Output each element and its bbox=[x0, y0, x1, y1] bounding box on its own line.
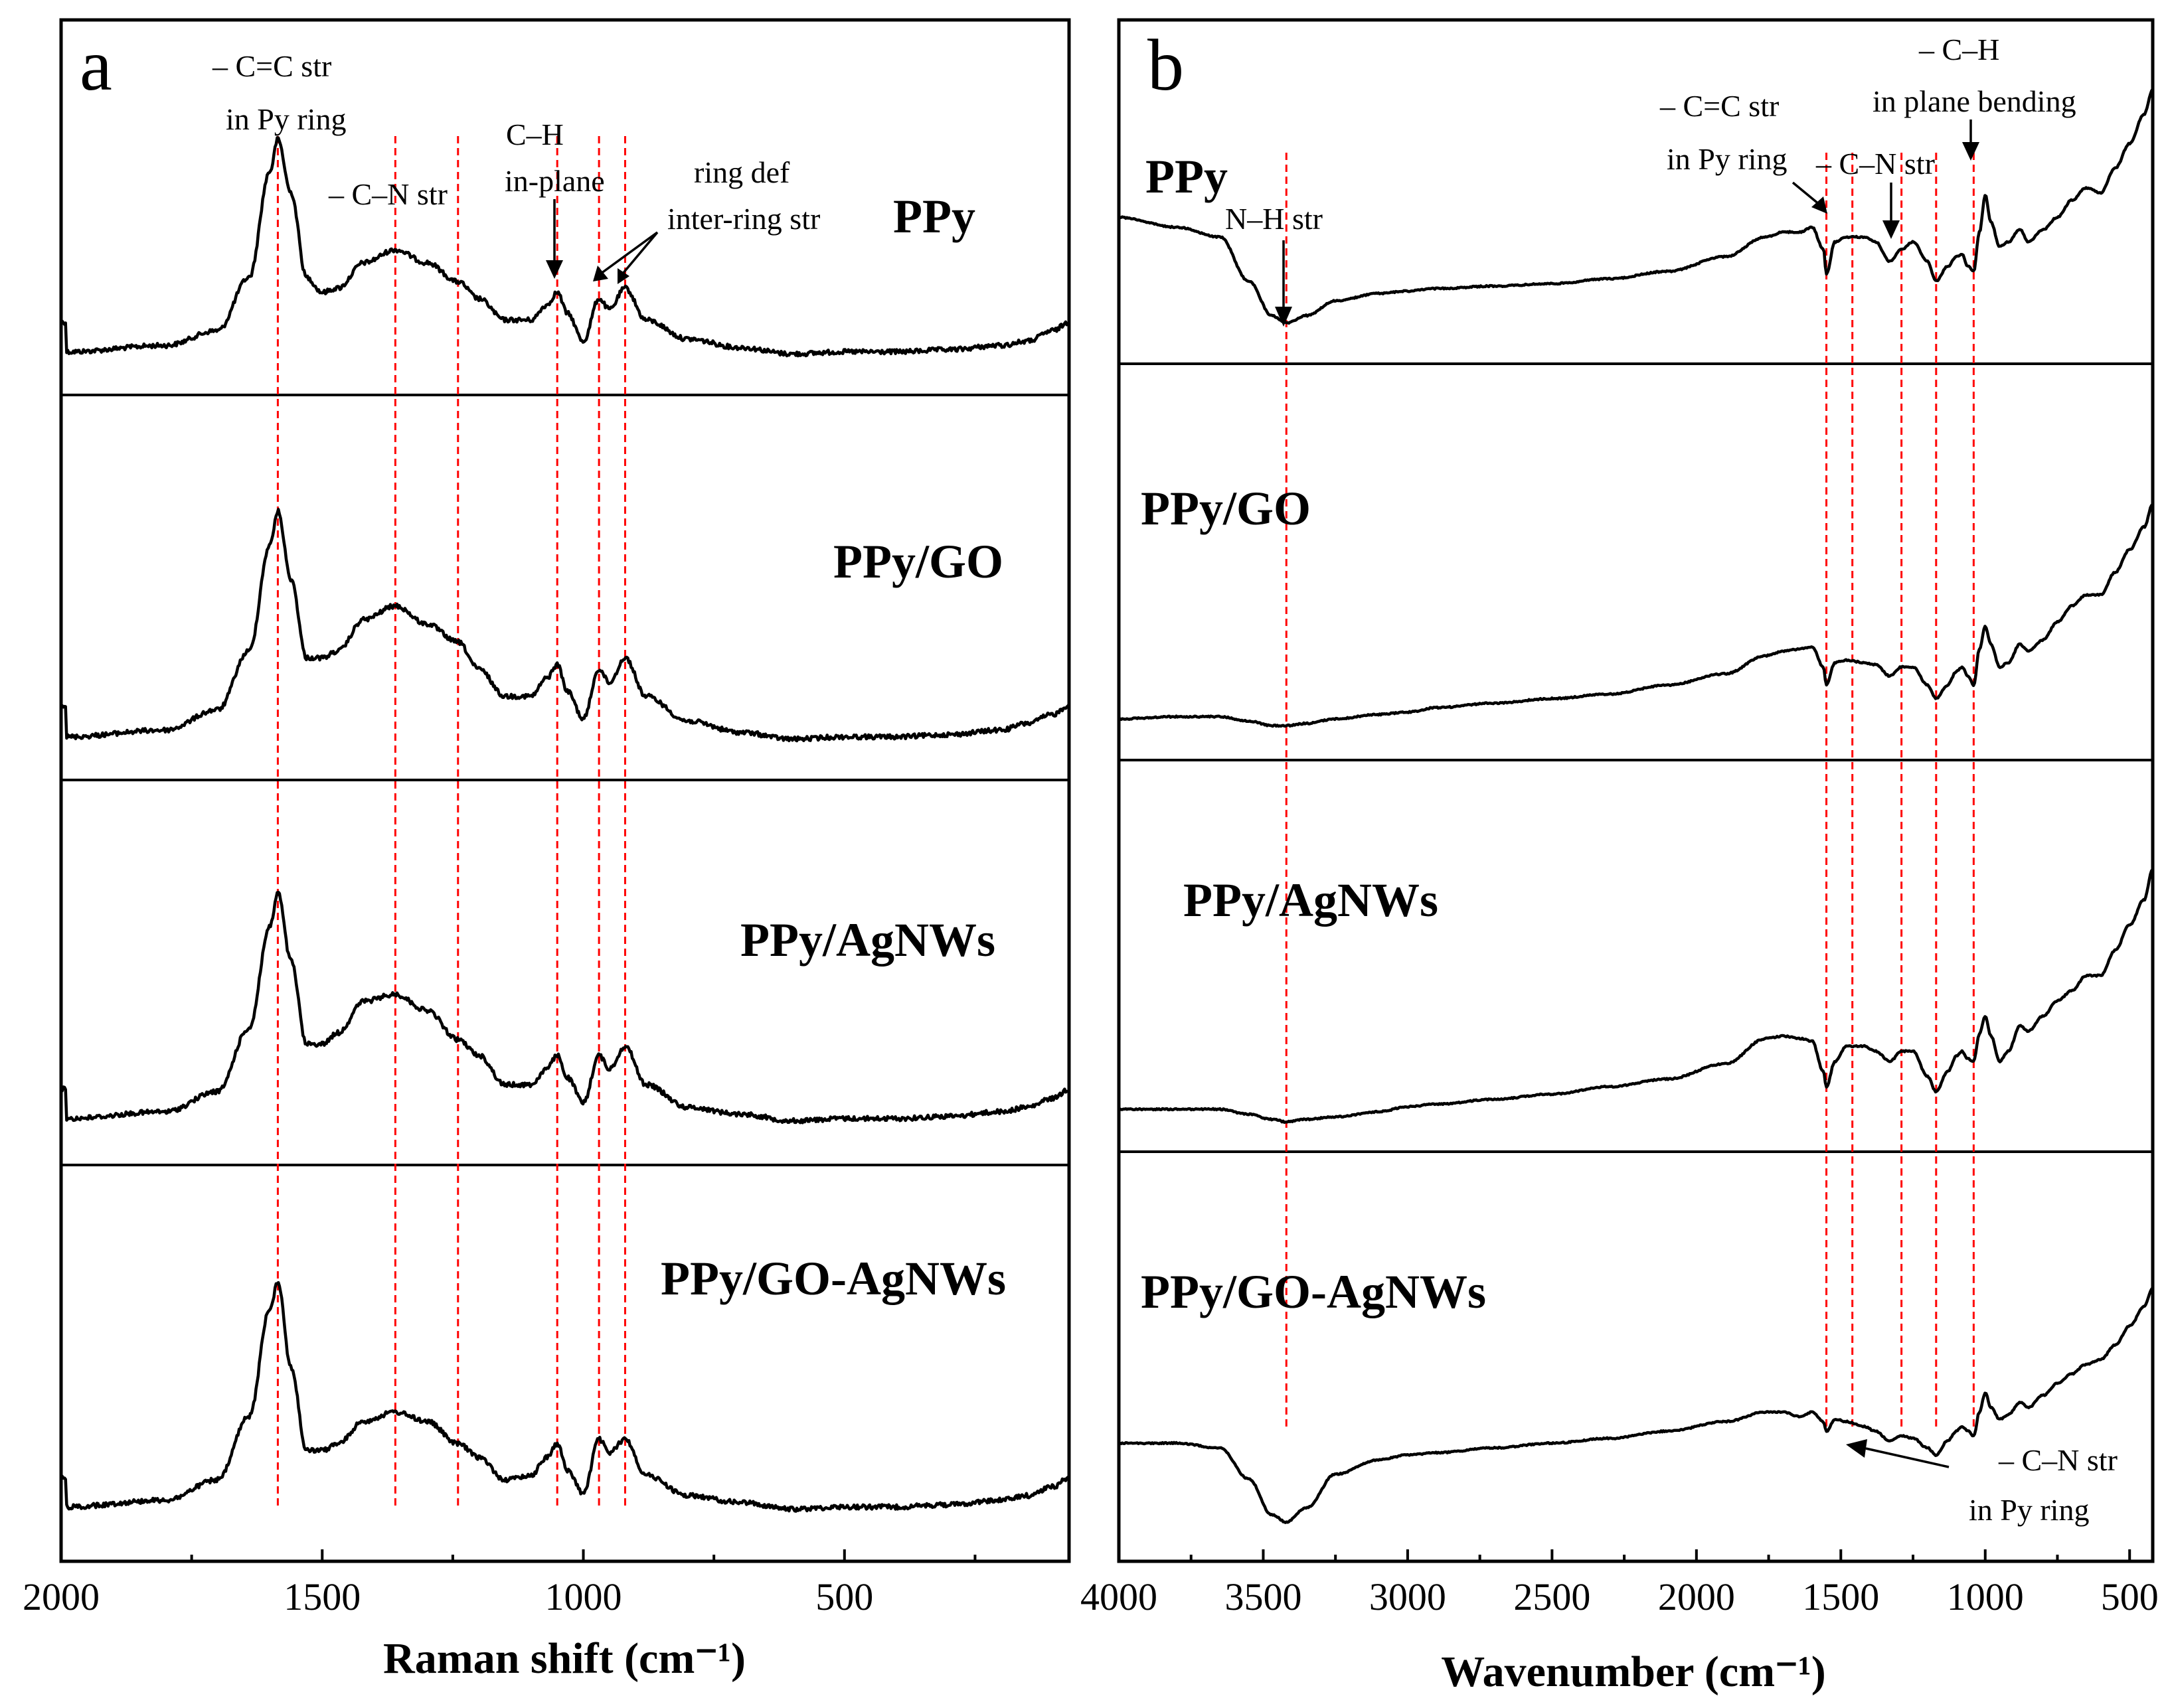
panel-b-sample-ppy-go: PPy/GO bbox=[1141, 482, 1311, 535]
panel-b-tick-label-2500: 2500 bbox=[1513, 1575, 1590, 1618]
panel-a-traces bbox=[60, 136, 1070, 1513]
panel-a-sample-ppy: PPy bbox=[893, 190, 975, 243]
panel-b-sample-ppy: PPy bbox=[1145, 150, 1228, 203]
panel-a-series-ppy-go-agnws bbox=[60, 1281, 1070, 1513]
panel-b-tick-label-1000: 1000 bbox=[1947, 1575, 2024, 1618]
panel-b-tick-label-500: 500 bbox=[2101, 1575, 2159, 1618]
panel-a-sample-ppy-go-agnws: PPy/GO-AgNWs bbox=[661, 1252, 1006, 1305]
panel-b-ann-cn-ring-line2: in Py ring bbox=[1969, 1493, 2089, 1527]
panel-b-x-axis-title: Wavenumber (cm⁻¹) bbox=[1441, 1648, 1826, 1696]
panel-b-marker-lines bbox=[1285, 153, 1975, 1431]
panel-a-tick-label-1000: 1000 bbox=[545, 1575, 622, 1618]
panel-b-traces bbox=[1118, 88, 2154, 1524]
panel-b-ann-ch-line2: in plane bending bbox=[1873, 84, 2076, 118]
panel-b-ann-cn-ring-line1: – C–N str bbox=[1998, 1443, 2118, 1477]
panel-b: 4000 3500 3000 2500 2000 1500 1000 500 b PPy PP… bbox=[1080, 18, 2159, 1696]
panel-b-ann-cn: – C–N str bbox=[1815, 147, 1935, 181]
panel-b-ann-cc-line1: – C=C str bbox=[1659, 89, 1779, 123]
panel-b-series-ppy-agnws bbox=[1118, 868, 2154, 1125]
panel-b-frame bbox=[1117, 18, 2155, 1563]
panel-b-sample-ppy-go-agnws: PPy/GO-AgNWs bbox=[1141, 1265, 1486, 1318]
panel-a-annotation-arrows bbox=[546, 199, 659, 284]
panel-a-ann-ch-line2: in-plane bbox=[505, 164, 605, 198]
panel-b-tick-label-3500: 3500 bbox=[1224, 1575, 1301, 1618]
panel-a-x-axis-title: Raman shift (cm⁻¹) bbox=[383, 1634, 746, 1683]
panel-a-series-ppy-go bbox=[60, 508, 1070, 743]
panel-a-tick-label-2000: 2000 bbox=[23, 1575, 100, 1618]
panel-a-tag: a bbox=[80, 25, 112, 106]
panel-a-sample-ppy-agnws: PPy/AgNWs bbox=[740, 913, 995, 967]
panel-a-tick-label-1500: 1500 bbox=[284, 1575, 361, 1618]
panel-b-tick-label-1500: 1500 bbox=[1802, 1575, 1879, 1618]
panel-a-x-ticks: 2000 1500 1000 500 bbox=[23, 1549, 977, 1618]
panel-b-tick-label-4000: 4000 bbox=[1080, 1575, 1157, 1618]
panel-a-marker-lines bbox=[276, 136, 626, 1510]
panel-a: 2000 1500 1000 500 a PPy PPy/GO PPy/AgNWs P… bbox=[23, 18, 1071, 1683]
panel-b-tick-label-2000: 2000 bbox=[1658, 1575, 1735, 1618]
panel-b-x-ticks: 4000 3500 3000 2500 2000 1500 1000 500 bbox=[1080, 1549, 2159, 1618]
panel-b-ann-nh: N–H str bbox=[1225, 202, 1323, 236]
panel-b-ann-ch-line1: – C–H bbox=[1918, 33, 1999, 66]
panel-b-tick-label-3000: 3000 bbox=[1369, 1575, 1446, 1618]
panel-b-series-ppy-go-agnws bbox=[1118, 1286, 2154, 1524]
panel-a-ann-cn: – C–N str bbox=[328, 177, 448, 211]
panel-b-series-ppy bbox=[1118, 88, 2154, 325]
panel-a-ann-cc-line1: – C=C str bbox=[212, 49, 331, 83]
panel-a-series-ppy-agnws bbox=[60, 890, 1070, 1125]
panel-a-series-ppy bbox=[60, 136, 1070, 358]
panel-b-series-ppy-go bbox=[1118, 503, 2153, 728]
panel-b-annotation-arrows bbox=[1275, 119, 1979, 1468]
panel-a-frame bbox=[59, 18, 1071, 1563]
panel-a-ann-ring-line1: ring def bbox=[694, 155, 790, 189]
panel-b-tag: b bbox=[1147, 25, 1184, 106]
panel-a-tick-label-500: 500 bbox=[815, 1575, 873, 1618]
panel-b-ann-cc-line2: in Py ring bbox=[1667, 142, 1787, 176]
panel-a-ann-ring-line2: inter-ring str bbox=[667, 202, 820, 236]
panel-a-ann-cc-line2: in Py ring bbox=[226, 102, 346, 136]
panel-b-sample-ppy-agnws: PPy/AgNWs bbox=[1183, 874, 1438, 927]
panel-a-sample-ppy-go: PPy/GO bbox=[833, 535, 1003, 588]
panel-a-ann-ch-line1: C–H bbox=[506, 117, 564, 151]
